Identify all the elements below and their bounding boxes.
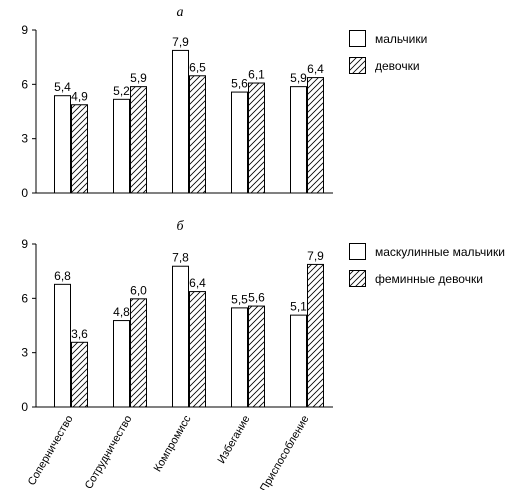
bar-series2: [189, 75, 206, 194]
bar-series1: [231, 91, 248, 194]
data-label: 6,5: [189, 60, 206, 74]
legend-swatch: [349, 30, 366, 47]
data-label: 6,0: [130, 283, 147, 297]
chart-panel-1: б 0 3 6 9 6,8 4,8 7,8 5,5 5,1 3,6 6,0 6,4 5,6 7,9 маску…: [21, 219, 505, 490]
data-label: 7,9: [172, 35, 189, 49]
data-label: 5,4: [54, 80, 71, 94]
data-label: 5,5: [231, 292, 248, 306]
bar-series2: [248, 82, 265, 194]
bar-series2: [307, 77, 324, 194]
bar-series1: [172, 265, 189, 408]
data-label: 5,9: [290, 71, 307, 85]
legend-swatch: [349, 243, 366, 260]
chart-title: а: [177, 5, 184, 20]
y-tick-label: 9: [21, 237, 28, 251]
y-tick-label: 6: [21, 291, 28, 305]
data-label: 3,6: [71, 327, 88, 341]
data-label: 6,4: [307, 62, 324, 76]
bar-series2: [189, 291, 206, 408]
legend-label: маскулинные мальчики: [375, 245, 505, 259]
bar-series1: [290, 86, 307, 194]
chart-title: б: [176, 219, 184, 234]
data-label: 6,8: [54, 269, 71, 283]
data-label: 4,8: [113, 305, 130, 319]
y-tick-label: 3: [21, 132, 28, 146]
chart-panel-0: а 0 3 6 9 5,4 5,2 7,9 5,6 5,9 4,9 5,9 6,5 6,1 6,4 мальч…: [21, 5, 427, 200]
bar-series1: [172, 49, 189, 194]
y-tick-label: 3: [21, 346, 28, 360]
legend-label: мальчики: [375, 32, 427, 46]
category-label: Приспособление: [258, 414, 311, 490]
category-label: Компромисс: [152, 413, 194, 474]
bar-series1: [54, 95, 71, 194]
bar-series2: [71, 104, 88, 194]
data-label: 4,9: [71, 89, 88, 103]
data-label: 5,6: [231, 77, 248, 91]
data-label: 7,8: [172, 251, 189, 265]
data-label: 7,9: [307, 249, 324, 263]
bar-series1: [290, 314, 307, 408]
legend-swatch: [349, 57, 366, 74]
legend-swatch: [349, 270, 366, 287]
y-tick-label: 0: [21, 400, 28, 414]
bar-series1: [113, 320, 130, 408]
data-label: 5,2: [113, 84, 130, 98]
bar-series2: [248, 305, 265, 408]
legend-label: девочки: [375, 59, 420, 73]
y-tick-label: 6: [21, 77, 28, 91]
bar-series2: [130, 298, 147, 408]
data-label: 5,1: [290, 300, 307, 314]
data-label: 5,6: [248, 291, 265, 305]
bar-series1: [54, 283, 71, 408]
bar-series2: [307, 263, 324, 408]
bar-series1: [231, 307, 248, 408]
data-label: 5,9: [130, 71, 147, 85]
legend-label: феминные девочки: [375, 272, 483, 286]
data-label: 6,4: [189, 276, 206, 290]
data-label: 6,1: [248, 68, 265, 82]
category-label: Избегание: [216, 414, 253, 466]
bar-series1: [113, 98, 130, 194]
category-label: Сотрудничество: [83, 414, 135, 490]
bar-series2: [130, 86, 147, 194]
category-label: Соперничество: [26, 414, 76, 488]
y-tick-label: 0: [21, 186, 28, 200]
y-tick-label: 9: [21, 23, 28, 37]
bar-series2: [71, 341, 88, 408]
